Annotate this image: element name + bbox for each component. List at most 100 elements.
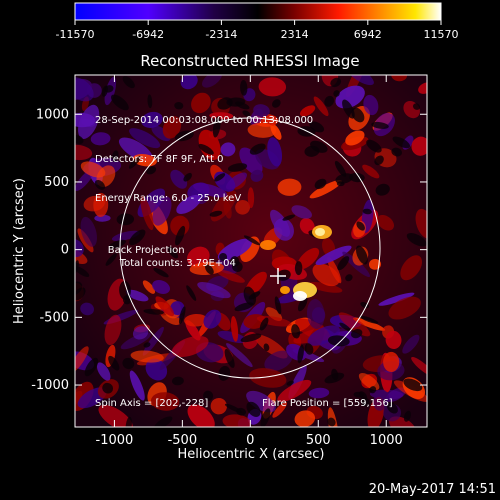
heatmap-blob — [222, 414, 252, 427]
heatmap-blob — [171, 335, 209, 358]
heatmap-blob — [385, 330, 402, 350]
heatmap-gap — [249, 143, 266, 155]
heatmap-bright-source — [315, 228, 325, 236]
heatmap-gap — [167, 246, 179, 259]
heatmap-gap — [406, 233, 427, 247]
heatmap-blob — [217, 330, 247, 344]
heatmap-gap — [314, 178, 327, 190]
heatmap-gap — [350, 329, 363, 339]
heatmap-gap — [263, 343, 270, 352]
heatmap-gap — [359, 315, 379, 324]
heatmap-blob — [180, 75, 198, 90]
heatmap-gap — [369, 386, 377, 394]
heatmap-gap — [111, 94, 129, 111]
y-tick-label: -500 — [39, 310, 69, 325]
heatmap-blob — [104, 314, 122, 346]
heatmap-blob — [75, 144, 93, 161]
heatmap-gap — [105, 253, 117, 266]
y-tick-label: 0 — [61, 243, 69, 258]
heatmap-blob — [358, 372, 380, 391]
heatmap-gap — [111, 150, 119, 163]
heatmap-blob — [151, 125, 171, 142]
heatmap-gap — [116, 213, 135, 226]
heatmap-gap — [392, 136, 411, 149]
plot-border — [74, 74, 428, 428]
heatmap-blob — [353, 317, 386, 331]
heatmap-blob — [170, 169, 188, 189]
heatmap-gap — [125, 416, 132, 427]
heatmap-blob — [383, 351, 400, 373]
heatmap-gap — [218, 365, 231, 381]
x-axis-label: Heliocentric X (arcsec) — [177, 447, 325, 462]
heatmap-blob — [273, 218, 294, 241]
heatmap-blob — [294, 410, 316, 427]
x-tick-label: 0 — [246, 433, 254, 448]
heatmap-blob — [291, 205, 312, 219]
heatmap-gap — [234, 302, 254, 312]
heatmap-gap — [259, 317, 269, 331]
heatmap-blob — [258, 77, 287, 97]
heatmap-gap — [330, 77, 342, 88]
heatmap-gap — [175, 225, 186, 246]
heatmap-blob — [75, 346, 89, 374]
heatmap-gap — [101, 85, 108, 97]
heatmap-blob — [313, 96, 329, 117]
heatmap-gap — [327, 417, 336, 427]
heatmap-blob — [389, 416, 416, 427]
heatmap-blob — [226, 343, 253, 368]
heatmap-gap — [147, 94, 153, 109]
heatmap-blob — [253, 104, 270, 117]
heatmap-gap — [356, 221, 365, 231]
colorbar: -11570 -6942 -2314 2314 6942 11570 — [56, 2, 459, 41]
heatmap-gap — [122, 76, 135, 89]
heatmap-gap — [297, 296, 308, 312]
colorbar-tick-label: 2314 — [281, 28, 309, 41]
heatmap-gap — [94, 179, 106, 190]
heatmap-blob — [150, 392, 180, 411]
heatmap-blob — [141, 111, 163, 128]
heatmap-bright-source — [280, 286, 290, 294]
heatmap-gap — [342, 99, 355, 119]
heatmap-gap — [146, 166, 157, 175]
heatmap-gap — [374, 155, 384, 166]
heatmap-blob — [230, 315, 239, 342]
heatmap-blob — [197, 282, 231, 299]
heatmap-gap — [351, 107, 365, 123]
heatmap-gap — [235, 101, 250, 110]
heatmap-bright-source — [260, 240, 276, 250]
heatmap-gap — [353, 391, 364, 398]
detectors-text: Detectors: 7F 8F 9F, Att 0 — [95, 154, 224, 165]
heatmap-blobs — [75, 75, 427, 427]
heatmap-blob — [75, 112, 96, 128]
y-tick-label: -1000 — [31, 378, 69, 393]
heatmap-blob — [155, 296, 175, 317]
heatmap-blob — [184, 314, 208, 327]
heatmap-blob — [203, 309, 222, 329]
heatmap-gap — [209, 210, 223, 217]
heatmap-blob — [400, 255, 423, 281]
heatmap-blob — [90, 132, 111, 146]
heatmap-blob — [299, 218, 315, 235]
heatmap-blob — [210, 397, 227, 415]
energy-range-text: Energy Range: 6.0 - 25.0 keV — [95, 193, 242, 204]
heatmap-blob — [338, 312, 371, 337]
heatmap-blob — [130, 350, 164, 363]
heatmap-gap — [153, 267, 169, 278]
heatmap-gap — [84, 357, 99, 377]
heatmap-blob — [299, 105, 316, 117]
plot-title: Reconstructed RHESSI Image — [140, 52, 360, 70]
heatmap-blob — [418, 82, 427, 94]
heatmap-gap — [360, 302, 370, 309]
heatmap-blob — [209, 112, 234, 120]
heatmap-gap — [360, 397, 370, 407]
heatmap-blob — [264, 350, 293, 371]
heatmap-gap — [248, 291, 261, 300]
spin-axis-marker — [270, 268, 286, 284]
time-range-text: 28-Sep-2014 00:03:08.000 to 00:13:08.000 — [95, 115, 314, 126]
heatmap-blob — [223, 201, 232, 219]
heatmap-gap — [324, 95, 335, 107]
x-tick-label: 500 — [306, 433, 331, 448]
colorbar-gradient — [74, 2, 442, 21]
heatmap-gap — [339, 322, 351, 332]
heatmap-gap — [274, 296, 282, 315]
